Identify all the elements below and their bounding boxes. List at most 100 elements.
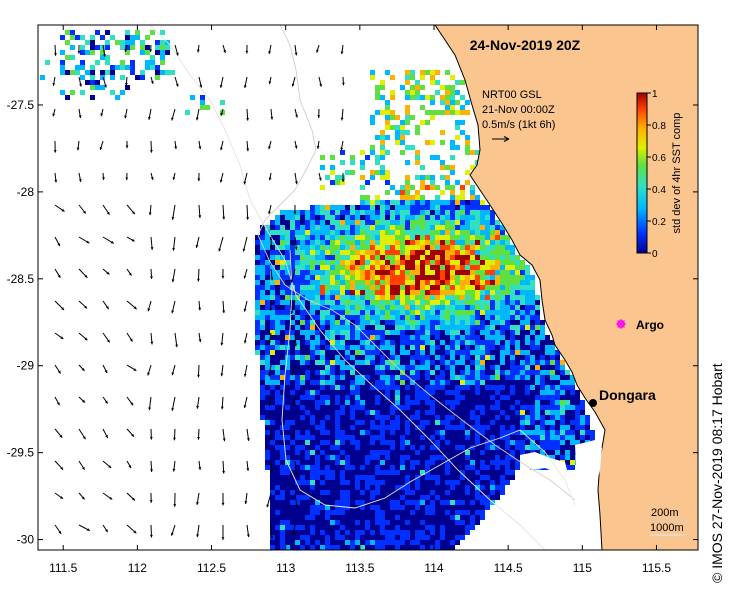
sst-cell: [455, 330, 460, 335]
sst-cell: [385, 205, 390, 210]
sst-cell: [385, 370, 390, 375]
sst-cell: [440, 315, 445, 320]
sst-cell: [575, 420, 580, 425]
sst-cell: [565, 455, 570, 460]
sst-speck: [90, 65, 95, 70]
sst-cell: [530, 425, 535, 430]
sst-cell: [460, 365, 465, 370]
sst-cell: [345, 245, 350, 250]
sst-cell: [510, 345, 515, 350]
sst-cell: [445, 410, 450, 415]
sst-cell: [545, 450, 550, 455]
sst-cell: [495, 305, 500, 310]
sst-cell: [255, 290, 260, 295]
sst-cell: [290, 460, 295, 465]
sst-cell: [580, 425, 585, 430]
sst-cell: [375, 295, 380, 300]
sst-cell: [505, 435, 510, 440]
sst-cell: [350, 230, 355, 235]
sst-cell: [330, 290, 335, 295]
sst-cell: [290, 390, 295, 395]
sst-cell: [280, 470, 285, 475]
current-vector-head: [60, 336, 64, 339]
sst-cell: [505, 250, 510, 255]
current-vector-head: [340, 51, 344, 55]
sst-cell: [435, 480, 440, 485]
sst-cell: [435, 280, 440, 285]
sst-speck: [160, 45, 165, 50]
sst-cell: [395, 490, 400, 495]
sst-cell: [380, 290, 385, 295]
sst-cell: [435, 415, 440, 420]
current-vector-head: [219, 84, 223, 88]
sst-cell: [355, 440, 360, 445]
sst-cell: [405, 305, 410, 310]
sst-cell: [320, 350, 325, 355]
sst-cell: [465, 210, 470, 215]
sst-cell: [285, 330, 290, 335]
sst-cell: [335, 535, 340, 540]
sst-cell: [485, 395, 490, 400]
sst-speck: [435, 90, 440, 95]
sst-speck: [405, 90, 410, 95]
sst-cell: [305, 410, 310, 415]
sst-cell: [305, 365, 310, 370]
sst-speck: [440, 110, 445, 115]
sst-cell: [490, 230, 495, 235]
sst-cell: [305, 525, 310, 530]
sst-cell: [345, 445, 350, 450]
sst-cell: [340, 520, 345, 525]
sst-cell: [505, 460, 510, 465]
imos-credit: © IMOS 27-Nov-2019 08:17 Hobart: [709, 363, 725, 583]
sst-cell: [455, 325, 460, 330]
sst-cell: [405, 445, 410, 450]
sst-cell: [490, 320, 495, 325]
sst-cell: [475, 215, 480, 220]
sst-speck: [120, 60, 125, 65]
sst-cell: [350, 450, 355, 455]
sst-cell: [370, 545, 375, 550]
sst-cell: [515, 255, 520, 260]
sst-cell: [380, 495, 385, 500]
sst-cell: [305, 325, 310, 330]
sst-cell: [320, 205, 325, 210]
sst-cell: [410, 385, 415, 390]
sst-cell: [260, 265, 265, 270]
sst-cell: [505, 280, 510, 285]
sst-cell: [330, 460, 335, 465]
sst-cell: [390, 215, 395, 220]
sst-cell: [295, 340, 300, 345]
sst-cell: [280, 330, 285, 335]
sst-cell: [540, 400, 545, 405]
sst-cell: [455, 440, 460, 445]
sst-cell: [285, 405, 290, 410]
sst-cell: [470, 390, 475, 395]
sst-cell: [410, 360, 415, 365]
sst-cell: [320, 520, 325, 525]
sst-cell: [470, 350, 475, 355]
sst-cell: [340, 460, 345, 465]
current-vector-head: [128, 465, 132, 469]
current-vector-head: [294, 472, 298, 476]
sst-cell: [550, 385, 555, 390]
sst-cell: [430, 205, 435, 210]
sst-speck: [70, 90, 75, 95]
sst-cell: [295, 470, 300, 475]
sst-cell: [320, 230, 325, 235]
sst-speck: [400, 120, 405, 125]
sst-cell: [315, 480, 320, 485]
sst-cell: [400, 345, 405, 350]
sst-cell: [270, 360, 275, 365]
sst-speck: [70, 70, 75, 75]
sst-cell: [295, 415, 300, 420]
sst-cell: [315, 525, 320, 530]
sst-cell: [510, 300, 515, 305]
sst-cell: [380, 215, 385, 220]
sst-cell: [355, 485, 360, 490]
sst-cell: [505, 350, 510, 355]
sst-cell: [280, 255, 285, 260]
sst-cell: [380, 540, 385, 545]
sst-cell: [300, 460, 305, 465]
sst-cell: [300, 220, 305, 225]
sst-cell: [365, 380, 370, 385]
